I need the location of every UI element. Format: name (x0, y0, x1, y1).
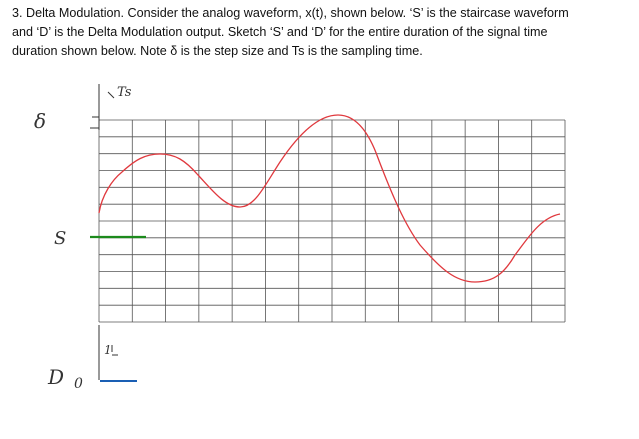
question-line: and ‘D’ is the Delta Modulation output. … (12, 25, 548, 39)
label-d: D (47, 365, 64, 389)
delta-tick (90, 84, 115, 130)
label-zero: 0 (74, 376, 83, 392)
label-s: S (54, 228, 66, 249)
label-delta: δ (34, 109, 46, 133)
question-line: 3. Delta Modulation. Consider the analog… (12, 6, 569, 20)
question-line: duration shown below. Note δ is the step… (12, 44, 423, 58)
d-axis (98, 325, 118, 380)
label-ts: Ts (117, 85, 132, 100)
waveform (98, 114, 561, 283)
label-one: 1 (104, 343, 112, 357)
grid (98, 119, 566, 323)
